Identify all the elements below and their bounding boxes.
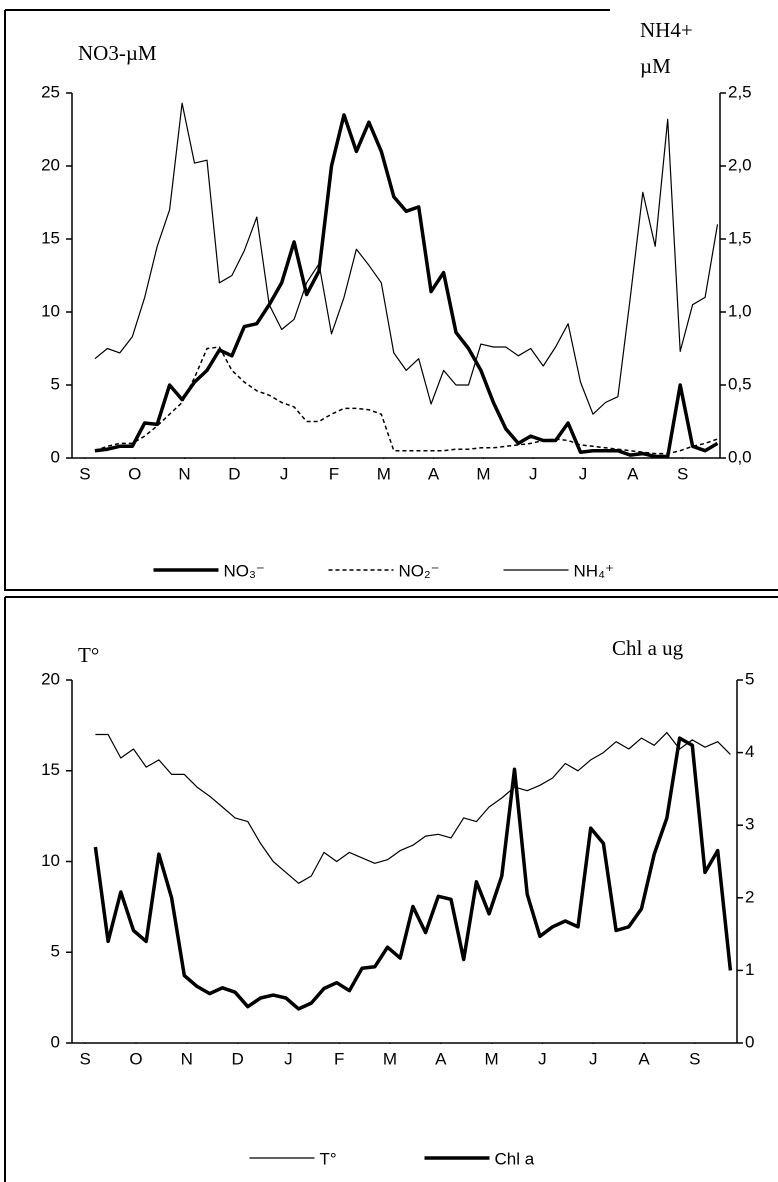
y-tick-label: 20 xyxy=(41,669,60,688)
panel-frame xyxy=(4,9,778,591)
y2-tick-label: 2 xyxy=(745,887,754,906)
y2-axis-title: µM xyxy=(640,54,671,78)
legend-label: Chl a xyxy=(495,1149,535,1168)
y-tick-label: 10 xyxy=(41,851,60,870)
y-tick-label: 10 xyxy=(41,301,60,320)
y-tick-label: 15 xyxy=(41,228,60,247)
y-axis-title: NO3-µM xyxy=(78,41,157,65)
x-tick-label: O xyxy=(129,1049,142,1068)
x-tick-label: M xyxy=(476,464,490,483)
x-tick-label: M xyxy=(485,1049,499,1068)
x-tick-label: J xyxy=(538,1049,547,1068)
x-tick-label: D xyxy=(228,464,240,483)
legend-label: NH₄⁺ xyxy=(574,561,614,580)
x-tick-label: N xyxy=(178,464,190,483)
y2-tick-label: 2,0 xyxy=(728,155,752,174)
y-tick-label: 0 xyxy=(51,447,60,466)
y2-tick-label: 0,0 xyxy=(728,447,752,466)
y2-tick-label: 1 xyxy=(745,960,754,979)
series-line xyxy=(94,346,718,455)
legend-label: NO₃⁻ xyxy=(224,561,265,580)
x-tick-label: S xyxy=(677,464,688,483)
y2-tick-label: 0 xyxy=(745,1032,754,1051)
y-axis-title: T° xyxy=(78,643,99,667)
y-tick-label: 5 xyxy=(51,942,60,961)
x-tick-label: J xyxy=(529,464,538,483)
x-tick-label: A xyxy=(428,464,440,483)
series-line xyxy=(94,102,719,415)
y-tick-label: 20 xyxy=(41,155,60,174)
y2-axis-title: NH4+ xyxy=(640,18,693,42)
x-tick-label: J xyxy=(589,1049,598,1068)
y-tick-label: 25 xyxy=(41,82,60,101)
x-tick-label: M xyxy=(383,1049,397,1068)
x-tick-label: N xyxy=(181,1049,193,1068)
panel-frame xyxy=(4,596,778,1182)
y2-tick-label: 2,5 xyxy=(728,82,752,101)
x-tick-label: D xyxy=(231,1049,243,1068)
series-line xyxy=(94,113,719,459)
y2-tick-label: 3 xyxy=(745,815,754,834)
y-tick-label: 0 xyxy=(51,1032,60,1051)
y2-axis-title: Chl a ug xyxy=(612,636,684,660)
x-tick-label: A xyxy=(435,1049,447,1068)
y2-tick-label: 5 xyxy=(745,669,754,688)
y2-tick-label: 1,0 xyxy=(728,301,752,320)
x-tick-label: F xyxy=(334,1049,344,1068)
series-line xyxy=(95,732,731,884)
y2-tick-label: 4 xyxy=(745,742,754,761)
x-tick-label: M xyxy=(377,464,391,483)
x-tick-label: A xyxy=(627,464,639,483)
x-tick-label: S xyxy=(689,1049,700,1068)
y2-tick-label: 0,5 xyxy=(728,374,752,393)
legend-label: NO₂⁻ xyxy=(399,561,440,580)
x-tick-label: F xyxy=(329,464,339,483)
x-tick-label: J xyxy=(579,464,588,483)
x-tick-label: A xyxy=(638,1049,650,1068)
x-tick-label: J xyxy=(284,1049,293,1068)
x-tick-label: S xyxy=(79,464,90,483)
x-tick-label: O xyxy=(128,464,141,483)
x-tick-label: S xyxy=(80,1049,91,1068)
legend-label: T° xyxy=(320,1149,337,1168)
y-tick-label: 15 xyxy=(41,760,60,779)
y-tick-label: 5 xyxy=(51,374,60,393)
x-tick-label: J xyxy=(280,464,289,483)
y2-tick-label: 1,5 xyxy=(728,228,752,247)
series-line xyxy=(93,736,733,1011)
